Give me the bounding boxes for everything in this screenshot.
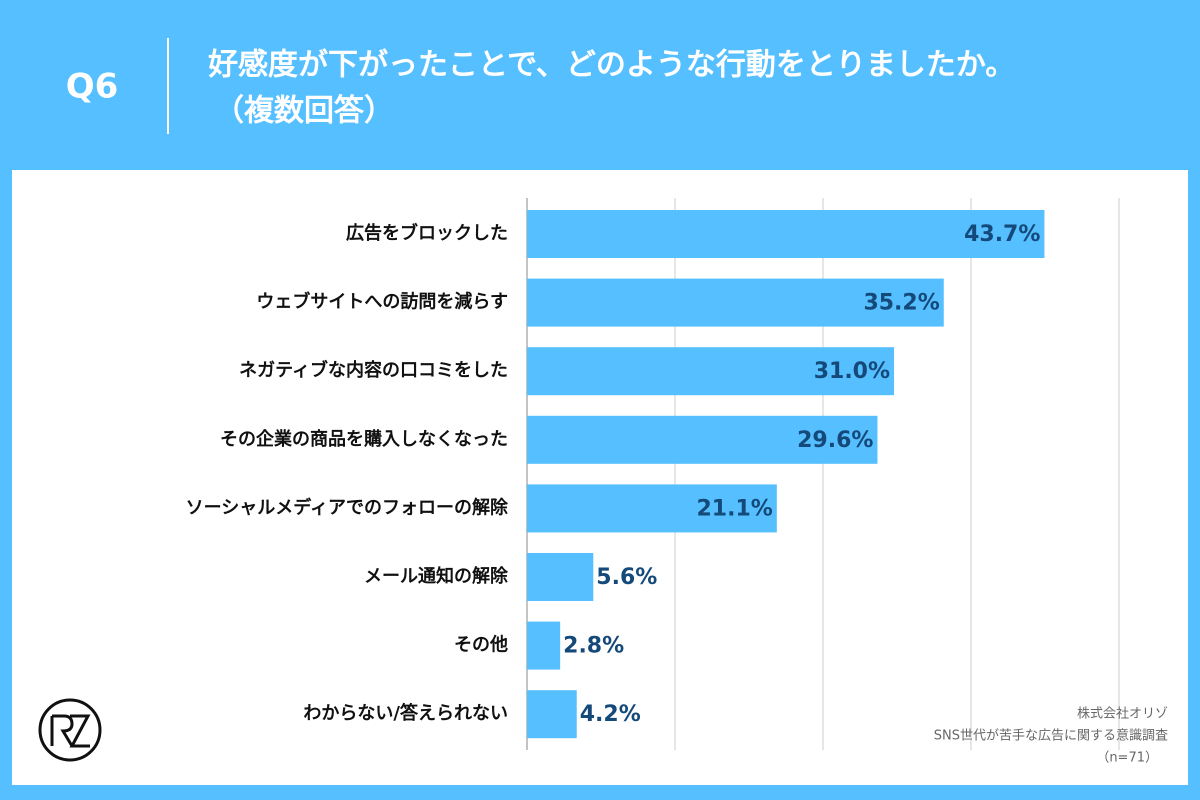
bar xyxy=(527,621,561,670)
bar xyxy=(527,690,577,739)
chart-subtitle: （複数回答） xyxy=(214,94,394,129)
logo xyxy=(38,698,102,762)
source-note: （n=71） xyxy=(1096,751,1158,766)
value-label: 4.2% xyxy=(580,702,641,727)
source-note: SNS世代が苦手な広告に関する意識調査 xyxy=(934,728,1168,744)
bar xyxy=(527,210,1045,258)
category-label: その他 xyxy=(454,634,508,656)
chart-title: 好感度が下がったことで、どのような行動をとりましたか。 xyxy=(208,48,1015,83)
bar xyxy=(527,415,878,464)
value-label: 31.0% xyxy=(814,359,890,384)
question-number: Q6 xyxy=(66,67,119,107)
category-label: ネガティブな内容の口コミをした xyxy=(239,359,508,381)
value-label: 2.8% xyxy=(563,634,624,659)
category-label: 広告をブロックした xyxy=(346,222,508,244)
logo-circle xyxy=(38,698,102,762)
category-label: その企業の商品を購入しなくなった xyxy=(220,428,508,450)
bar xyxy=(527,347,895,396)
value-label: 5.6% xyxy=(596,565,657,590)
value-label: 21.1% xyxy=(696,496,772,521)
value-label: 35.2% xyxy=(863,291,939,316)
bar xyxy=(527,484,777,533)
source-note: 株式会社オリゾ xyxy=(1077,707,1168,722)
category-label: ソーシャルメディアでのフォローの解除 xyxy=(186,496,509,518)
category-label: ウェブサイトへの訪問を減らす xyxy=(256,291,508,313)
logo-mark xyxy=(50,714,91,748)
panel xyxy=(12,170,1188,785)
bar xyxy=(527,553,594,601)
value-label: 43.7% xyxy=(964,222,1040,247)
category-label: わからない/答えられない xyxy=(303,702,508,724)
bar xyxy=(527,278,944,327)
category-label: メール通知の解除 xyxy=(364,565,509,587)
value-label: 29.6% xyxy=(797,428,873,453)
